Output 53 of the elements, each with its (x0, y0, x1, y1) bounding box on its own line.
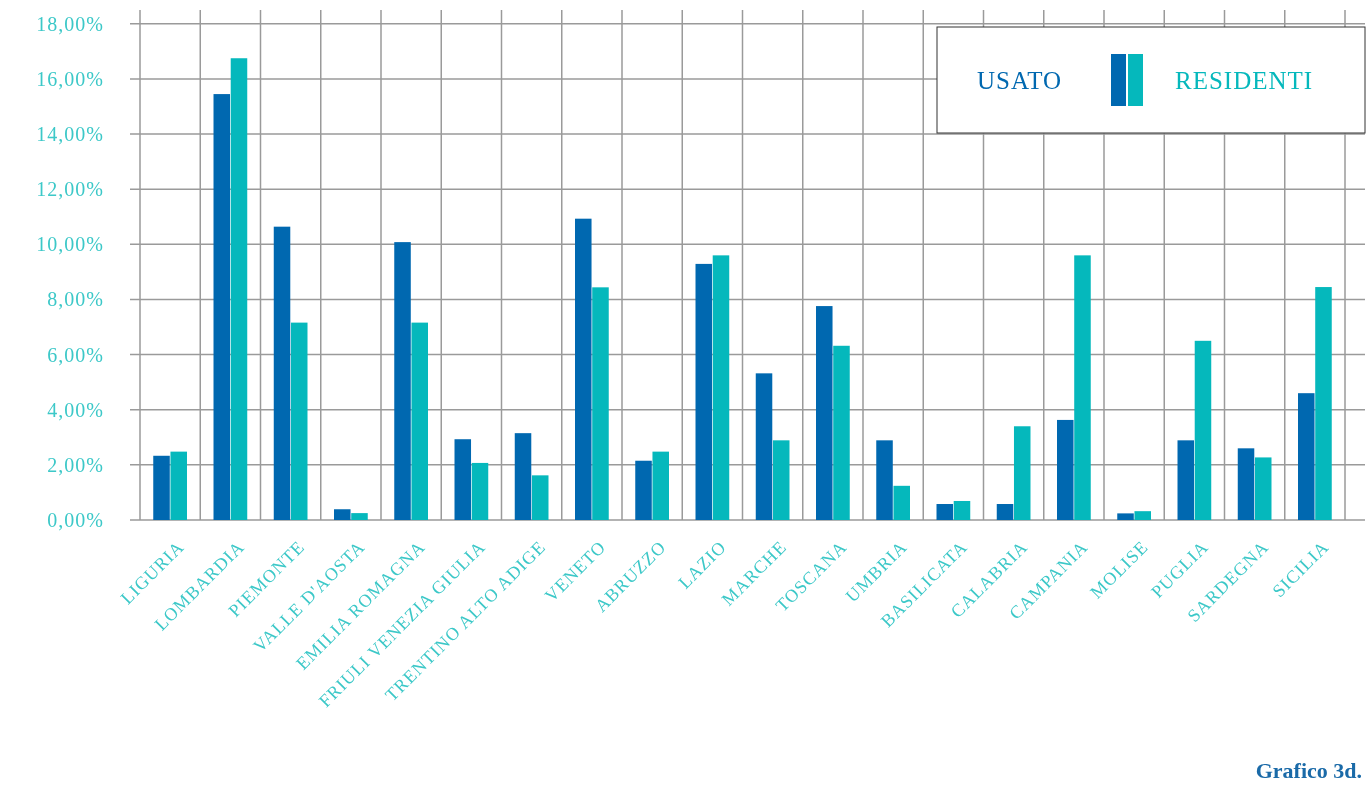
bar (996, 504, 1014, 520)
bar (1298, 393, 1315, 520)
y-tick-label: 18,00% (36, 12, 104, 35)
bar (334, 509, 351, 520)
bar (1074, 255, 1091, 520)
bar (1177, 440, 1195, 520)
bar (712, 255, 730, 520)
bar (575, 218, 592, 520)
bar (833, 345, 850, 520)
bar (652, 451, 669, 520)
legend-label: RESIDENTI (1175, 67, 1314, 94)
y-tick-label: 12,00% (36, 178, 104, 201)
y-tick-label: 10,00% (36, 233, 104, 256)
bar (1134, 511, 1151, 520)
bar (592, 287, 609, 520)
bar (816, 306, 833, 520)
bar (394, 242, 411, 520)
y-tick-label: 0,00% (47, 509, 104, 531)
bar (531, 475, 549, 520)
bar (273, 226, 291, 520)
bar (170, 451, 187, 520)
bar (1194, 340, 1212, 520)
bar (1057, 419, 1074, 520)
bar (411, 322, 428, 520)
bar (635, 460, 652, 520)
bar (230, 58, 248, 520)
bar (153, 455, 170, 520)
text: Grafico 3d. (1255, 758, 1362, 783)
y-tick-label: 8,00% (47, 288, 104, 311)
bar (454, 439, 472, 520)
bar (1237, 448, 1255, 520)
bar (471, 462, 489, 520)
bar (936, 504, 954, 520)
bar (1254, 457, 1272, 520)
bar (514, 433, 532, 520)
y-tick-label: 16,00% (36, 67, 104, 90)
bar (755, 373, 773, 520)
bar (772, 440, 790, 520)
bar (893, 485, 910, 520)
y-tick-label: 14,00% (36, 123, 104, 146)
text: USATO (977, 67, 1063, 94)
bar (213, 94, 231, 520)
y-tick-label: 6,00% (47, 343, 104, 366)
bar (953, 500, 971, 520)
bar (1117, 513, 1134, 520)
y-tick-label: 4,00% (47, 398, 104, 421)
bar (1013, 426, 1031, 520)
bar (695, 263, 713, 520)
bar (290, 322, 308, 520)
bar (1315, 287, 1332, 520)
y-tick-label: 2,00% (47, 453, 104, 476)
bar (876, 440, 893, 520)
bar (351, 513, 368, 520)
